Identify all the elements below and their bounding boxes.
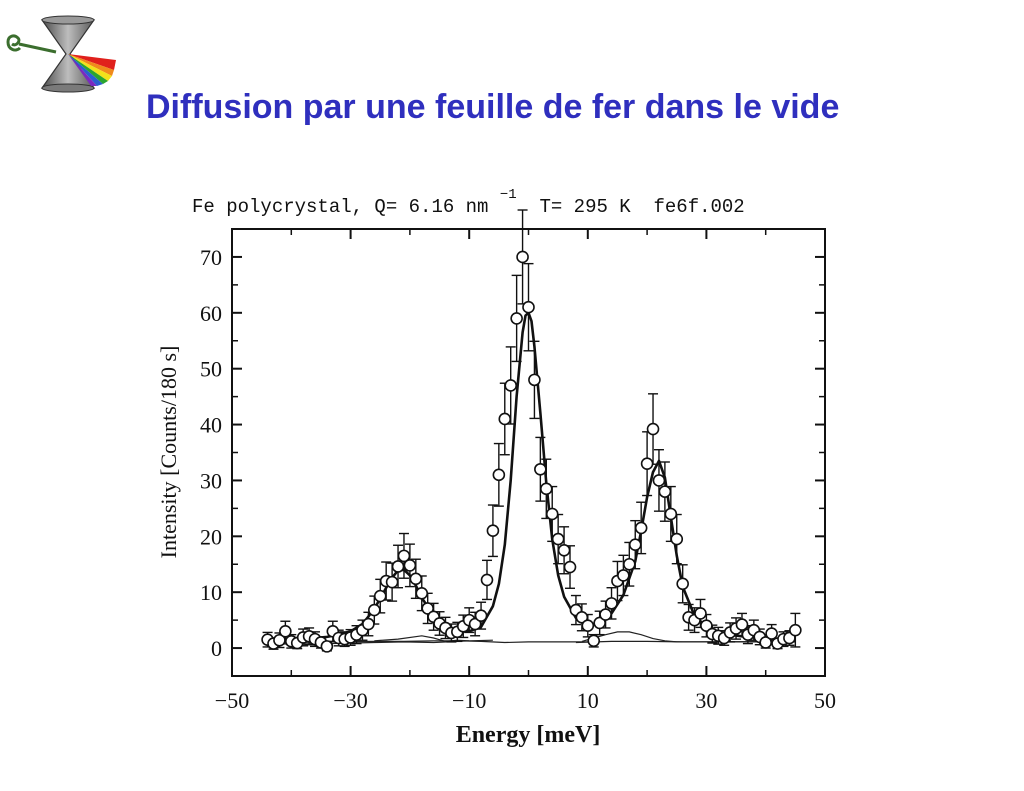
background-line bbox=[374, 635, 493, 643]
data-point bbox=[581, 619, 595, 633]
data-point bbox=[640, 457, 654, 470]
data-point bbox=[735, 618, 749, 631]
data-point bbox=[575, 611, 589, 624]
data-point bbox=[468, 617, 482, 631]
data-point bbox=[593, 616, 606, 630]
x-tick-label: 10 bbox=[577, 688, 599, 713]
y-tick-label: 10 bbox=[200, 580, 222, 605]
data-point bbox=[628, 538, 642, 551]
data-point bbox=[403, 559, 417, 572]
data-point bbox=[765, 627, 778, 640]
data-point bbox=[658, 485, 672, 498]
data-point bbox=[664, 507, 678, 521]
data-point bbox=[545, 507, 559, 521]
data-point bbox=[474, 609, 488, 622]
fit-curve bbox=[267, 311, 790, 643]
data-point bbox=[700, 619, 713, 633]
data-point bbox=[634, 521, 648, 535]
y-tick-label: 0 bbox=[211, 636, 222, 661]
y-tick-label: 20 bbox=[200, 524, 222, 549]
data-point bbox=[557, 543, 571, 557]
data-point bbox=[528, 373, 541, 387]
data-point bbox=[486, 524, 500, 538]
data-point bbox=[759, 636, 773, 649]
x-tick-label: 50 bbox=[814, 688, 836, 713]
data-point bbox=[492, 468, 506, 482]
data-point bbox=[368, 603, 381, 617]
data-point bbox=[789, 623, 802, 637]
x-tick-label: −10 bbox=[452, 688, 486, 713]
y-axis-label: Intensity [Counts/180 s] bbox=[156, 346, 181, 559]
y-tick-label: 70 bbox=[200, 245, 222, 270]
data-point bbox=[362, 617, 375, 631]
data-point bbox=[385, 575, 399, 589]
data-point bbox=[617, 569, 630, 582]
data-point bbox=[504, 379, 518, 392]
chart-title-suffix: T= 295 K fe6f.002 bbox=[528, 196, 745, 218]
chart-title-superscript: −1 bbox=[500, 187, 517, 203]
data-point bbox=[373, 589, 387, 603]
data-point bbox=[676, 577, 689, 591]
data-point bbox=[421, 602, 434, 615]
data-point bbox=[539, 482, 553, 496]
data-point bbox=[415, 587, 429, 600]
data-point bbox=[694, 607, 707, 620]
data-point bbox=[587, 634, 601, 648]
data-point bbox=[623, 557, 636, 571]
data-point bbox=[522, 300, 535, 314]
data-point bbox=[397, 549, 411, 563]
y-tick-label: 60 bbox=[200, 301, 222, 326]
x-tick-label: 30 bbox=[695, 688, 717, 713]
data-point bbox=[605, 597, 618, 610]
y-tick-label: 40 bbox=[200, 413, 222, 438]
y-tick-label: 30 bbox=[200, 468, 222, 493]
energy-spectrum-chart: Fe polycrystal, Q= 6.16 nm −1 T= 295 K f… bbox=[156, 182, 836, 748]
x-tick-label: −50 bbox=[215, 688, 249, 713]
data-point bbox=[599, 608, 612, 621]
chart-title-prefix: Fe polycrystal, Q= 6.16 nm bbox=[192, 196, 488, 218]
data-point bbox=[320, 640, 334, 653]
data-point bbox=[646, 422, 660, 436]
chart-title: Fe polycrystal, Q= 6.16 nm −1 T= 295 K f… bbox=[192, 182, 745, 218]
data-point bbox=[652, 474, 666, 487]
y-tick-label: 50 bbox=[200, 357, 222, 382]
data-point bbox=[563, 560, 577, 574]
data-point bbox=[273, 633, 286, 647]
data-point bbox=[516, 250, 529, 264]
x-axis-label: Energy [meV] bbox=[456, 722, 601, 748]
data-point bbox=[409, 572, 423, 586]
background-line bbox=[575, 640, 796, 644]
hourglass-spectrum-logo-icon bbox=[6, 15, 116, 93]
data-point bbox=[510, 312, 523, 325]
x-tick-label: −30 bbox=[333, 688, 367, 713]
chart-marks: −50 −30 −10 10 30 50 0 10 20 30 40 50 60 70 bbox=[200, 209, 836, 713]
data-point bbox=[534, 462, 547, 476]
data-point bbox=[551, 532, 565, 546]
data-point bbox=[391, 560, 405, 573]
data-point bbox=[670, 532, 684, 546]
data-point bbox=[498, 412, 512, 426]
data-point bbox=[480, 573, 494, 587]
data-point bbox=[279, 624, 292, 638]
slide-title: Diffusion par une feuille de fer dans le… bbox=[146, 88, 840, 126]
